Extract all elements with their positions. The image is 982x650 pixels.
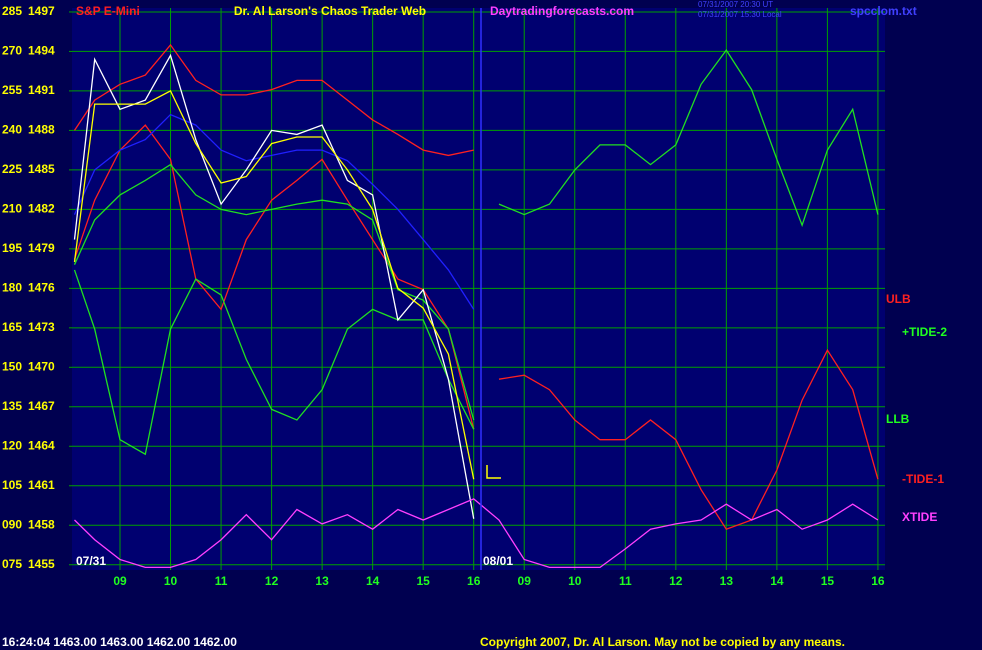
x-tick-label: 12: [669, 574, 683, 588]
y2-tick-label: 270: [2, 44, 22, 58]
y2-tick-label: 105: [2, 478, 22, 492]
y2-tick-label: 210: [2, 202, 22, 216]
y2-tick-label: 285: [2, 4, 22, 18]
y-tick-label: 1485: [28, 162, 55, 176]
series-line: [73, 53, 475, 519]
y-tick-label: 1479: [28, 241, 55, 255]
y2-tick-label: 120: [2, 438, 22, 452]
y2-tick-label: 090: [2, 517, 22, 531]
y2-tick-label: 135: [2, 399, 22, 413]
x-tick-label: 14: [770, 574, 784, 588]
x-tick-label: 13: [315, 574, 329, 588]
plot-area: [72, 8, 885, 570]
series-line: [74, 498, 879, 569]
file-name: spcclom.txt: [850, 4, 917, 18]
series-label: +TIDE-2: [902, 325, 947, 339]
series-line: [498, 348, 879, 530]
x-tick-label: 12: [265, 574, 279, 588]
x-tick-label: 13: [720, 574, 734, 588]
timestamp: 07/31/2007 20:30 UT: [698, 0, 773, 9]
y2-tick-label: 180: [2, 281, 22, 295]
y-tick-label: 1491: [28, 83, 55, 97]
series-label: LLB: [886, 412, 910, 426]
y-tick-label: 1488: [28, 123, 55, 137]
timestamp: 07/31/2007 15:30 Local: [698, 10, 782, 19]
x-tick-label: 09: [518, 574, 532, 588]
series-line: [73, 124, 475, 430]
y2-tick-label: 240: [2, 123, 22, 137]
series-label: -TIDE-1: [902, 472, 944, 486]
x-tick-label: 11: [619, 574, 632, 588]
series-label: ULB: [886, 292, 911, 306]
y2-tick-label: 225: [2, 162, 22, 176]
y-tick-label: 1482: [28, 202, 55, 216]
symbol: S&P E-Mini: [76, 4, 140, 18]
series-line: [73, 269, 475, 456]
x-tick-label: 15: [821, 574, 835, 588]
x-tick-label: 10: [164, 574, 178, 588]
y-tick-label: 1497: [28, 4, 55, 18]
series-line: [73, 90, 475, 480]
series-line: [73, 43, 474, 157]
y-tick-label: 1464: [28, 438, 55, 452]
status: 16:24:04 1463.00 1463.00 1462.00 1462.00: [2, 635, 237, 649]
date-label: 08/01: [483, 554, 513, 568]
y2-tick-label: 195: [2, 241, 22, 255]
x-tick-label: 10: [568, 574, 582, 588]
y2-tick-label: 255: [2, 83, 22, 97]
y-tick-label: 1467: [28, 399, 55, 413]
y2-tick-label: 150: [2, 359, 22, 373]
chart-title: Dr. Al Larson's Chaos Trader Web: [234, 4, 426, 18]
x-tick-label: 11: [215, 574, 228, 588]
x-tick-label: 16: [467, 574, 481, 588]
x-tick-label: 16: [871, 574, 885, 588]
series-label: XTIDE: [902, 510, 937, 524]
y2-tick-label: 165: [2, 320, 22, 334]
y-tick-label: 1461: [28, 478, 55, 492]
series-line: [73, 163, 475, 421]
y-tick-label: 1470: [28, 359, 55, 373]
series-line: [73, 113, 475, 310]
y-tick-label: 1476: [28, 281, 55, 295]
y-tick-label: 1455: [28, 557, 55, 571]
x-tick-label: 15: [416, 574, 430, 588]
y2-tick-label: 075: [2, 557, 22, 571]
y-tick-label: 1473: [28, 320, 55, 334]
x-tick-label: 09: [113, 574, 127, 588]
website: Daytradingforecasts.com: [490, 4, 634, 18]
copyright: Copyright 2007, Dr. Al Larson. May not b…: [480, 635, 845, 649]
date-label: 07/31: [76, 554, 106, 568]
y-tick-label: 1494: [28, 44, 55, 58]
lines: [73, 43, 879, 569]
x-tick-label: 14: [366, 574, 380, 588]
marker: [486, 465, 501, 479]
y-tick-label: 1458: [28, 517, 55, 531]
series-line: [498, 48, 879, 228]
